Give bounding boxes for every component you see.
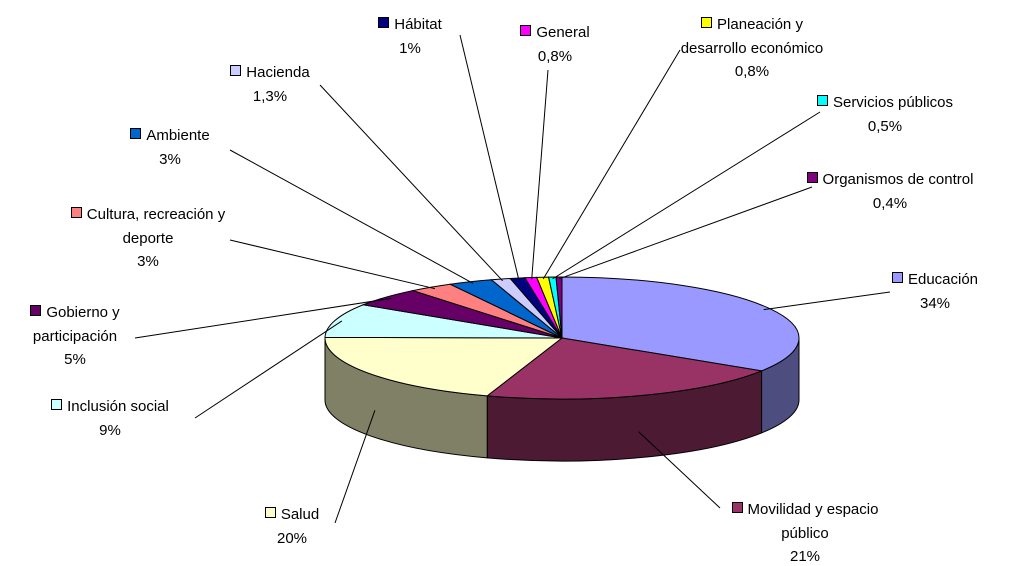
slice-label: Servicios públicos 0,5% [810,91,960,138]
value-label: 0,8% [734,63,770,80]
legend-key [264,507,276,518]
slice-label: Salud 20% [252,503,332,550]
leader-line [229,239,436,290]
pie-slice [324,336,564,397]
slice-label: Movilidad y espacio público 21% [715,498,895,566]
leader-line [319,84,503,282]
value-label: 0,5% [867,117,903,135]
legend-key [30,305,42,316]
value-label: 21% [789,548,821,565]
category-name: Planeación y desarrollo económico [680,16,824,57]
leader-line [194,320,343,419]
slice-label: Inclusión social 9% [30,395,190,442]
leader-line [552,111,821,280]
legend-key [701,17,713,28]
value-label: 9% [99,421,121,439]
leader-line [763,291,891,311]
pie-slice [485,337,764,400]
value-label: 0,4% [872,194,908,212]
legend-key [378,17,390,28]
slice-label: Educación 34% [875,268,995,315]
value-label: 1% [399,39,421,57]
leader-line [638,431,721,509]
legend-key [130,128,142,139]
value-label: 3% [137,253,159,270]
slice-label: Hacienda 1,3% [215,61,325,108]
legend-key [230,65,242,76]
legend-key [51,399,63,410]
leader-line [459,34,520,280]
legend-key [891,272,903,283]
value-label: 1,3% [252,87,288,105]
category-name: Servicios públicos [832,94,954,111]
legend-key [806,172,818,183]
leader-line [542,49,681,280]
category-name: Educación [907,271,979,288]
slice-label: Gobierno y participación 5% [18,301,133,372]
value-label: 34% [919,294,951,312]
slice-label: Organismos de control 0,4% [805,168,975,215]
slice-label: Cultura, recreación y deporte 3% [63,203,233,274]
leader-line [558,186,813,280]
category-name: Inclusión social [67,398,169,415]
value-label: 5% [64,351,86,368]
value-label: 0,8% [537,47,573,65]
slice-label: Hábitat 1% [370,13,450,60]
slice-label: General 0,8% [510,21,600,68]
category-name: Ambiente [146,127,210,144]
category-name: Gobierno y participación [32,304,120,345]
category-name: Cultura, recreación y deporte [86,206,226,247]
value-label: 3% [159,150,181,168]
legend-key [70,207,82,218]
pie-slice [324,304,563,339]
category-name: Organismos de control [822,171,974,188]
leader-line [334,410,376,524]
category-name: Salud [280,506,320,523]
value-label: 20% [276,529,308,547]
category-name: General [536,24,590,41]
leader-line [229,149,474,284]
slice-label: Ambiente 3% [115,124,225,171]
legend-key [520,25,532,36]
legend-key [731,502,743,513]
category-name: Hábitat [394,16,442,33]
leader-line [531,69,549,280]
category-name: Movilidad y espacio público [747,501,879,542]
category-name: Hacienda [246,64,310,81]
slice-label: Planeación y desarrollo económico 0,8% [667,13,837,84]
legend-key [816,95,828,106]
leader-line [134,297,392,339]
